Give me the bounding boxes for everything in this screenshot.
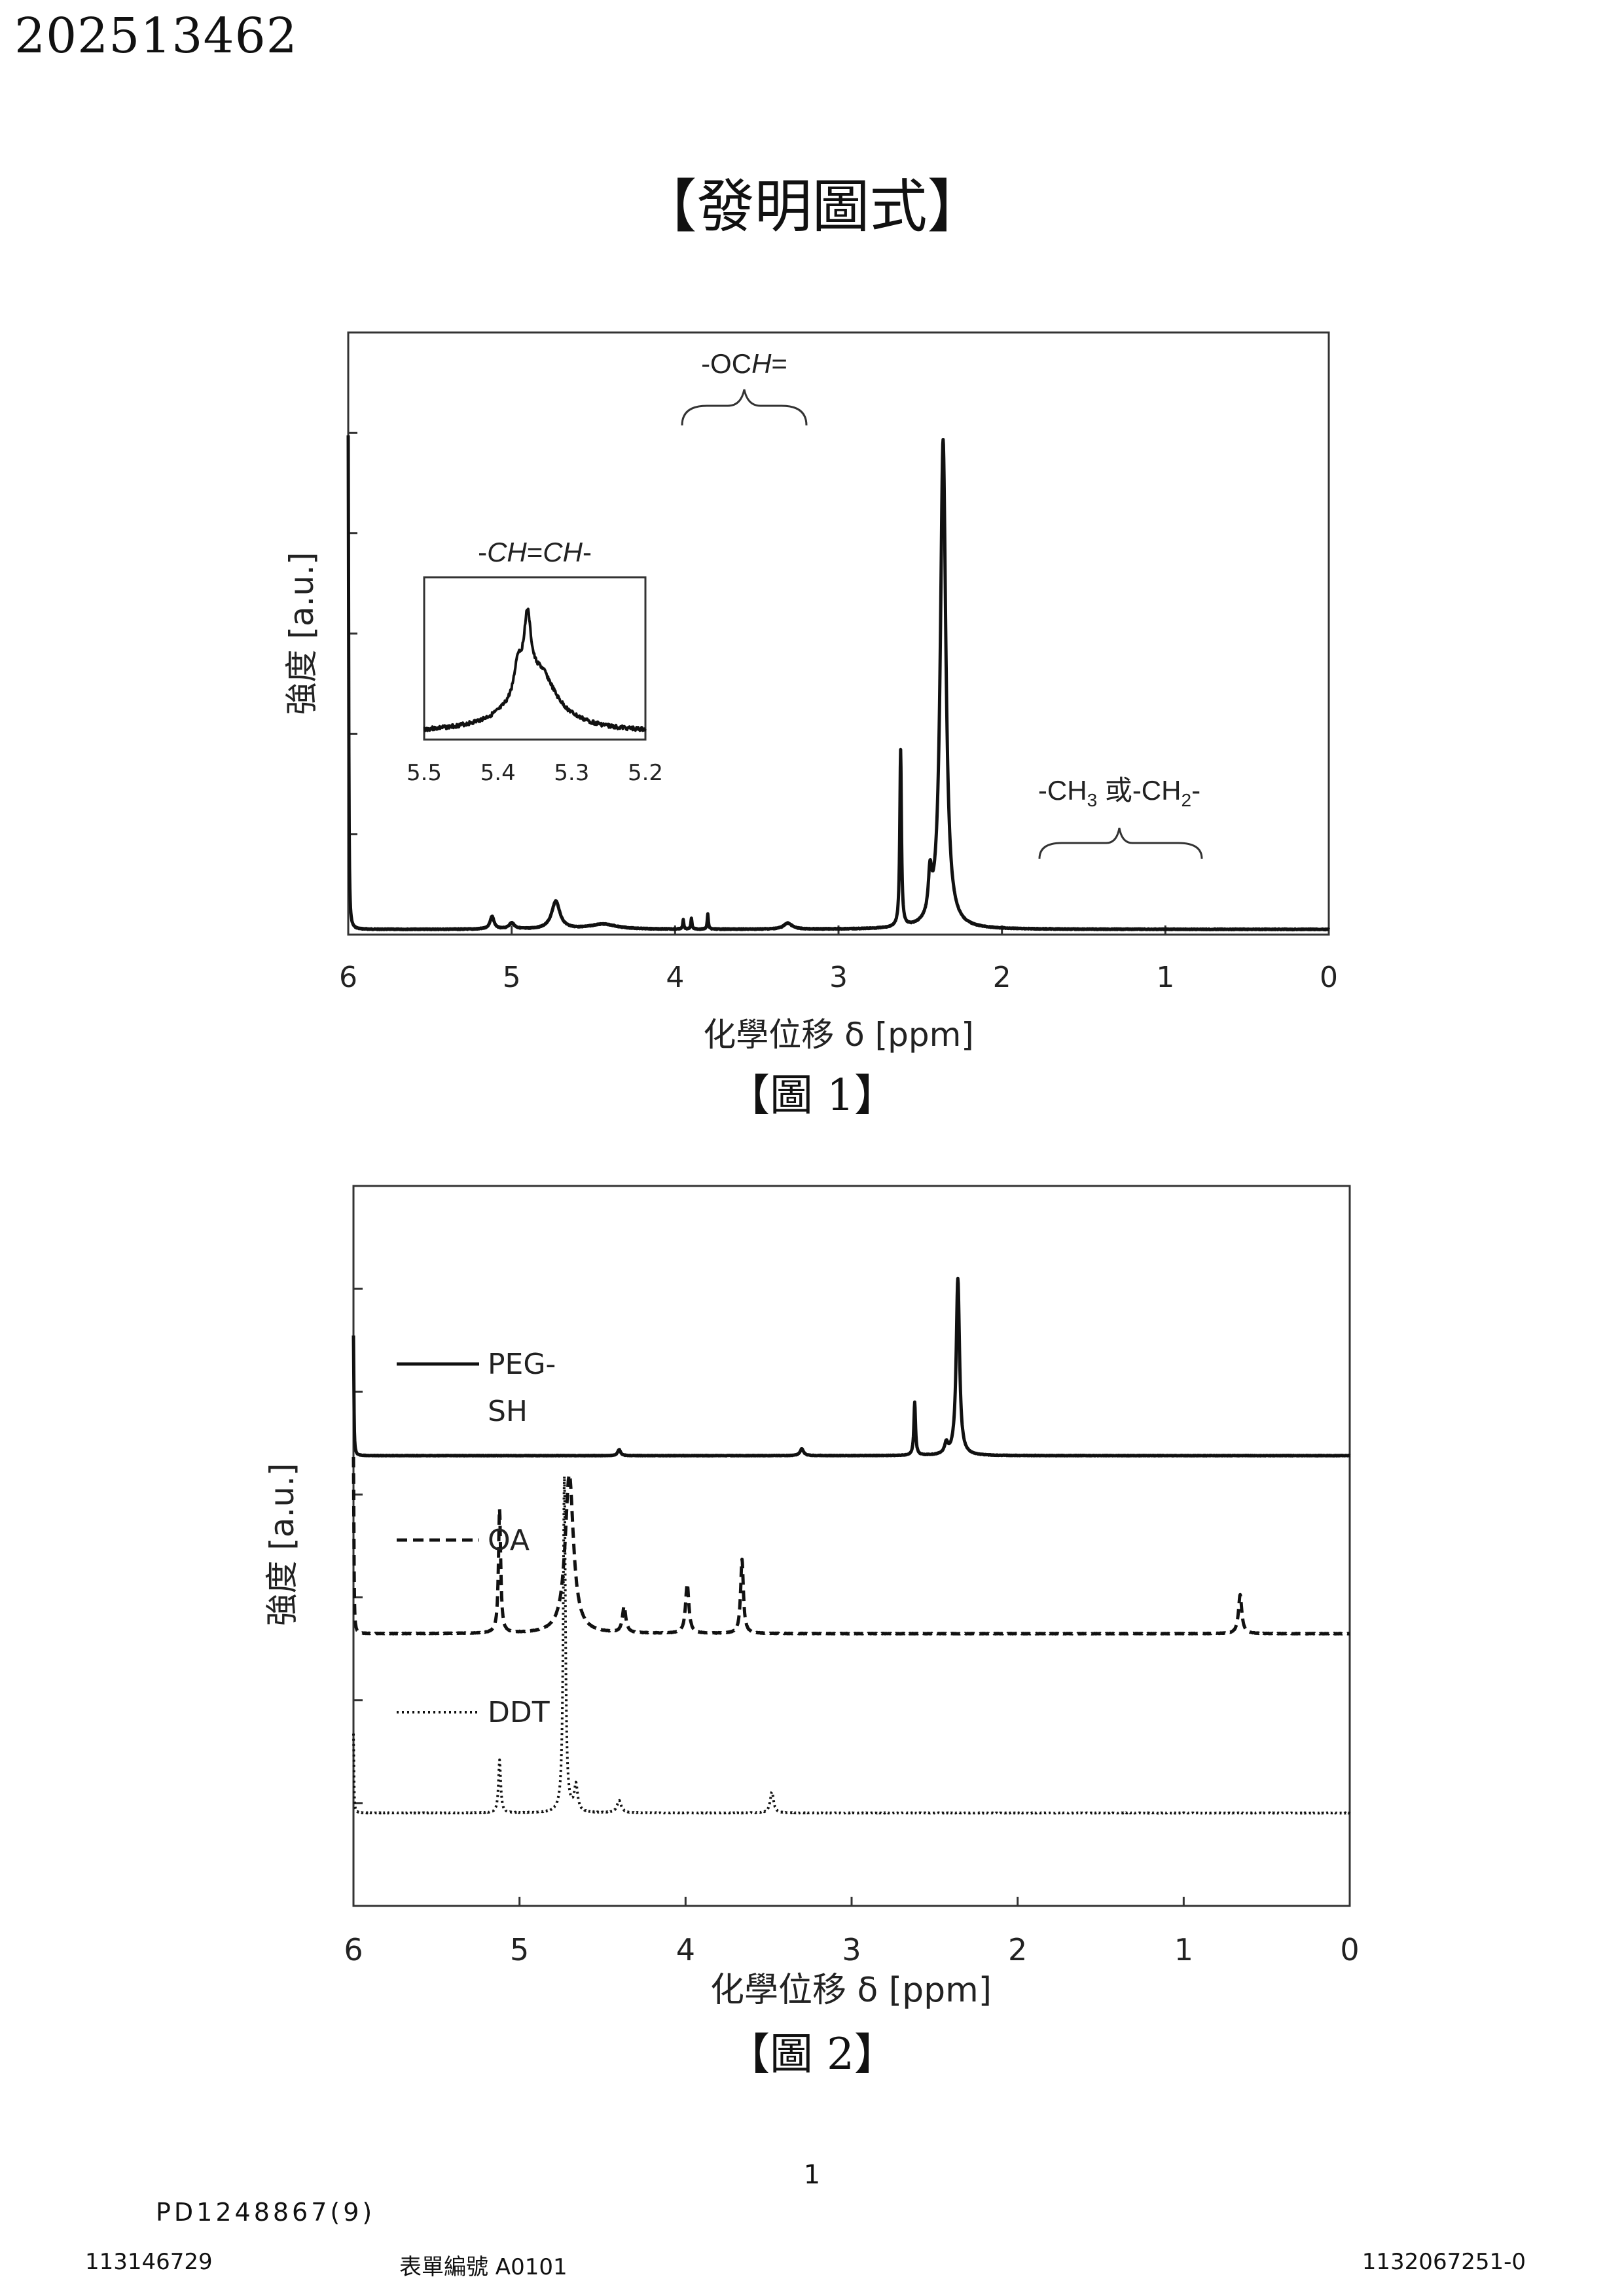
- figure-2-caption: 【圖 2】: [0, 2019, 1624, 2082]
- fig2-x-tick-label-2: 4: [676, 1932, 695, 1967]
- page-number: 1: [0, 2160, 1624, 2190]
- form-id: 113146729: [85, 2249, 213, 2275]
- pd-code: PD1248867(9): [156, 2198, 375, 2227]
- figure-2-chart: 6 5 4 3 2 1 0 PEG- SH OA DDT 化學位移 δ [ppm] 強度 […: [0, 0, 1624, 2094]
- fig2-y-axis-label: 強度 [a.u.]: [263, 1463, 301, 1626]
- fig2-x-tick-labels: 6 5 4 3 2 1 0: [344, 1932, 1359, 1967]
- fig2-x-tick-label-0: 6: [344, 1932, 363, 1967]
- fig2-x-tick-label-4: 2: [1008, 1932, 1027, 1967]
- fig2-legend-label-ddt: DDT: [488, 1696, 550, 1729]
- fig2-x-tick-label-5: 1: [1174, 1932, 1193, 1967]
- fig2-legend-label-oa: OA: [488, 1524, 530, 1557]
- fig2-legend-label-peg-sh-part1: PEG-: [488, 1348, 556, 1381]
- fig2-x-ticks: [353, 1897, 1350, 1906]
- fig2-x-tick-label-6: 0: [1340, 1932, 1359, 1967]
- document-serial: 1132067251-0: [1362, 2249, 1526, 2275]
- fig2-x-tick-label-1: 5: [510, 1932, 529, 1967]
- fig2-x-tick-label-3: 3: [842, 1932, 861, 1967]
- fig2-legend-label-peg-sh-part2: SH: [488, 1395, 528, 1428]
- fig2-x-axis-label: 化學位移 δ [ppm]: [710, 1971, 992, 2010]
- form-label: 表單編號 A0101: [399, 2249, 568, 2281]
